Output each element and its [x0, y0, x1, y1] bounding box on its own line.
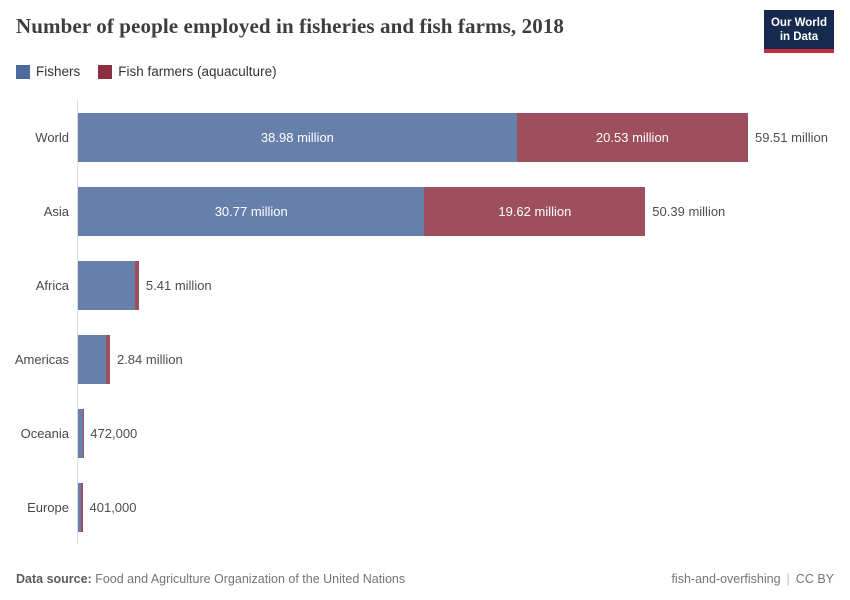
owid-logo-line2: in Data: [779, 31, 819, 44]
bar-row: Europe 401,000: [27, 470, 850, 544]
bar-segment-value: 19.62 million: [498, 203, 572, 219]
attribution-line: fish-and-overfishing | CC BY: [671, 572, 834, 586]
bar-segment-fishers[interactable]: [78, 334, 106, 384]
row-label: Europe: [27, 499, 69, 515]
data-source-line: Data source: Food and Agriculture Organi…: [16, 572, 405, 586]
bar-segment-fishers[interactable]: [78, 482, 82, 532]
row-label: Asia: [43, 203, 69, 219]
chart-slug: fish-and-overfishing: [671, 572, 781, 586]
bar-total-value: 59.51 million: [754, 129, 828, 145]
separator: |: [786, 572, 790, 586]
legend-item-fish-farmers[interactable]: Fish farmers (aquaculture): [98, 64, 277, 79]
legend-item-fishers[interactable]: Fishers: [16, 64, 80, 79]
bar-total-value: 401,000: [89, 499, 137, 515]
license-label: CC BY: [795, 572, 834, 586]
bar-stack: [78, 482, 83, 532]
bar-segment-value: 38.98 million: [260, 129, 334, 145]
data-source-label: Data source:: [16, 572, 92, 586]
bar-total-value: 472,000: [90, 425, 138, 441]
legend-swatch-icon: [16, 64, 30, 79]
bar-segment-fishers[interactable]: [78, 408, 84, 458]
bar-segment-fish-farmers[interactable]: [81, 482, 83, 532]
data-source-value: Food and Agriculture Organization of the…: [95, 572, 406, 586]
row-label: Americas: [14, 351, 69, 367]
chart-footer: Data source: Food and Agriculture Organi…: [16, 572, 834, 586]
bar-segment-fish-farmers[interactable]: 20.53 million: [516, 112, 748, 162]
bar-total-value: 5.41 million: [145, 277, 212, 293]
chart-header: Number of people employed in fisheries a…: [16, 10, 834, 53]
owid-logo-line1: Our World: [770, 17, 827, 29]
row-label: Oceania: [20, 425, 69, 441]
bar-segment-fishers[interactable]: 30.77 million: [78, 186, 425, 236]
bar-row: Asia 30.77 million 19.62 million 50.39 m…: [44, 174, 850, 248]
bar-row: Africa 5.41 million: [36, 248, 850, 322]
row-label: Africa: [35, 277, 69, 293]
bar-total-value: 2.84 million: [116, 351, 183, 367]
plot-rows: World 38.98 million 20.53 million 59.51 …: [15, 100, 850, 544]
chart-legend: Fishers Fish farmers (aquaculture): [16, 64, 277, 79]
bar-segment-fish-farmers[interactable]: [105, 334, 110, 384]
plot-area: World 38.98 million 20.53 million 59.51 …: [15, 100, 850, 544]
bar-segment-fish-farmers[interactable]: [135, 260, 139, 310]
bar-row: Americas 2.84 million: [15, 322, 850, 396]
legend-swatch-icon: [98, 64, 113, 79]
bar-segment-fishers[interactable]: [78, 260, 136, 310]
bar-row: World 38.98 million 20.53 million 59.51 …: [35, 100, 850, 174]
chart-title: Number of people employed in fisheries a…: [16, 14, 565, 38]
bar-stack: 30.77 million 19.62 million: [78, 186, 646, 236]
bar-stack: [78, 260, 139, 310]
bar-stack: [78, 408, 84, 458]
owid-logo[interactable]: Our World in Data: [763, 10, 834, 53]
legend-label: Fishers: [36, 64, 81, 79]
bar-stack: 38.98 million 20.53 million: [78, 112, 748, 162]
bar-stack: [78, 334, 110, 384]
bar-total-value: 50.39 million: [652, 203, 726, 219]
row-label: World: [35, 129, 69, 145]
bar-segment-fishers[interactable]: 38.98 million: [78, 112, 517, 162]
bar-row: Oceania 472,000: [21, 396, 850, 470]
bar-segment-value: 20.53 million: [595, 129, 669, 145]
bar-segment-fish-farmers[interactable]: 19.62 million: [424, 186, 646, 236]
legend-label: Fish farmers (aquaculture): [118, 64, 277, 79]
bar-segment-value: 30.77 million: [214, 203, 288, 219]
